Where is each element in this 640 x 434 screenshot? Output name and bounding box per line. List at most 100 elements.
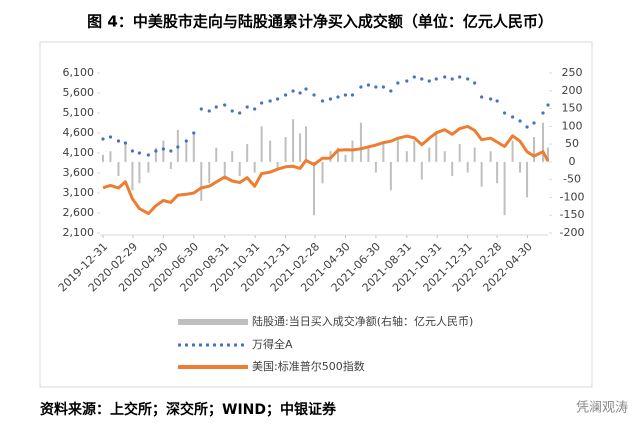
index-dot [412, 75, 416, 79]
index-dot [101, 137, 105, 141]
index-dot [541, 111, 545, 115]
net-buy-bar [215, 147, 218, 162]
net-buy-bar [480, 161, 483, 187]
index-dot [389, 89, 393, 93]
net-buy-bar [117, 161, 120, 177]
y2-tick-label: -200 [560, 226, 585, 239]
net-buy-bar [185, 140, 188, 162]
index-dot [434, 77, 438, 81]
index-dot [176, 145, 180, 149]
index-dot [320, 99, 325, 103]
net-buy-bar [526, 161, 529, 198]
net-buy-bar [192, 133, 195, 162]
legend-swatch [178, 319, 248, 325]
index-dot [199, 107, 203, 111]
y2-tick-label: 200 [562, 84, 583, 97]
net-buy-bar [489, 151, 492, 162]
index-dot [336, 95, 340, 99]
net-buy-bar [299, 133, 302, 162]
index-dot [260, 101, 264, 105]
net-buy-bar [511, 140, 514, 162]
net-buy-bar [519, 161, 522, 173]
index-dot [137, 151, 142, 155]
index-dot [350, 93, 355, 97]
index-dot [154, 149, 158, 153]
y-tick-label: 4,100 [63, 146, 95, 159]
net-buy-bar [238, 161, 241, 177]
index-dot [108, 135, 113, 139]
chart-frame [39, 41, 593, 388]
net-buy-bar [124, 144, 127, 162]
net-buy-bar [542, 122, 545, 162]
index-dot [546, 103, 550, 107]
index-dot [420, 77, 424, 81]
index-dot [298, 91, 302, 95]
net-buy-bar [147, 161, 150, 173]
index-dot [223, 103, 227, 107]
index-dot [396, 81, 400, 85]
net-buy-bar [154, 147, 157, 162]
index-dot [359, 85, 363, 89]
net-buy-bar [169, 161, 172, 169]
net-buy-bar [313, 161, 316, 216]
net-buy-bar [496, 161, 499, 184]
index-dot [405, 79, 409, 83]
net-buy-bar [382, 144, 385, 162]
net-buy-bar [396, 137, 399, 162]
net-buy-bar [473, 147, 476, 162]
net-buy-bar [405, 151, 408, 162]
net-buy-bar [102, 154, 104, 162]
net-buy-bar [428, 147, 431, 162]
y2-tick-label: -100 [560, 190, 585, 203]
y2-tick-label: -50 [563, 173, 581, 186]
index-dot [161, 147, 165, 151]
net-buy-bar [231, 151, 234, 162]
net-buy-bar [420, 161, 423, 180]
index-dot [466, 77, 470, 81]
net-buy-bar [374, 161, 377, 173]
index-dot [532, 121, 536, 125]
index-dot [328, 97, 333, 101]
index-dot [253, 107, 257, 111]
net-buy-bar [359, 122, 362, 162]
index-dot [123, 141, 128, 145]
index-dot [489, 97, 493, 101]
index-dot [130, 149, 135, 153]
net-buy-bar [292, 119, 295, 162]
net-buy-bar [200, 161, 203, 201]
net-buy-bar [109, 151, 112, 162]
net-buy-bar [451, 161, 454, 177]
y2-tick-label: 150 [562, 102, 583, 115]
y2-tick-label: -150 [560, 208, 585, 221]
net-buy-bar [547, 147, 549, 162]
source-note: 资料来源：上交所；深交所；WIND；中银证券 [40, 401, 337, 418]
index-dot [192, 131, 196, 135]
index-dot [276, 97, 280, 101]
index-dot [525, 125, 529, 129]
index-dot [291, 89, 295, 93]
index-dot [495, 99, 499, 103]
net-buy-bar [336, 147, 339, 162]
net-buy-bar [246, 144, 249, 162]
chart-title: 图 4：中美股市走向与陆股通累计净买入成交额（单位：亿元人民币） [87, 13, 553, 31]
net-buy-bar [208, 161, 211, 184]
index-dot [366, 83, 371, 87]
index-dot [510, 115, 515, 119]
index-dot [343, 93, 348, 97]
y2-tick-label: 100 [562, 119, 583, 132]
index-dot [169, 149, 173, 153]
net-buy-bar [269, 140, 272, 162]
index-dot [450, 77, 454, 81]
index-dot [458, 75, 462, 79]
net-buy-bar [284, 137, 287, 162]
index-dot [238, 111, 242, 115]
index-dot [116, 139, 121, 143]
legend-label: 陆股通:当日买入成交净额(右轴：亿元人民币) [252, 314, 473, 328]
net-buy-bar [466, 161, 469, 173]
y-tick-label: 3,600 [63, 166, 95, 179]
net-buy-bar [533, 137, 536, 162]
net-buy-bar [131, 161, 134, 191]
index-dot [207, 109, 211, 113]
index-dot [502, 111, 507, 115]
